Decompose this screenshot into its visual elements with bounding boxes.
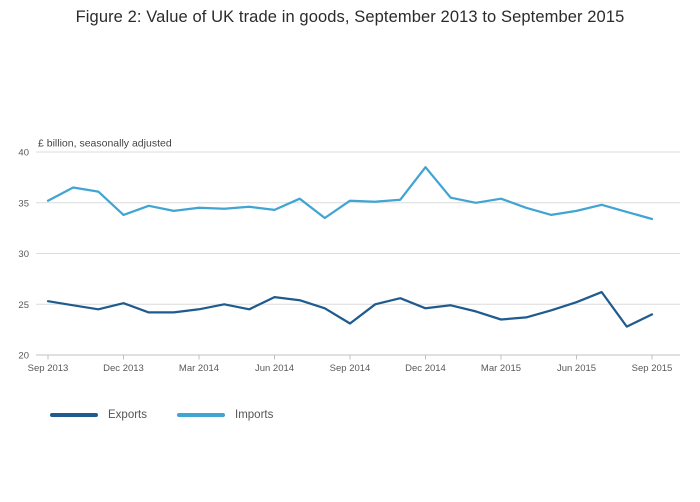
x-axis-label: Jun 2015 <box>557 363 596 374</box>
legend-label-imports: Imports <box>235 409 274 421</box>
x-axis-label: Mar 2015 <box>481 363 521 374</box>
axis-unit-label: £ billion, seasonally adjusted <box>38 138 172 150</box>
legend: Exports Imports <box>50 409 273 421</box>
series-line-imports <box>46 166 654 221</box>
legend-swatch-imports <box>177 413 225 417</box>
y-axis-label-35: 35 <box>18 198 29 209</box>
legend-item-imports: Imports <box>177 409 273 421</box>
y-axis-label-20: 20 <box>18 351 29 362</box>
series-line-exports <box>46 290 654 328</box>
y-axis-label-40: 40 <box>18 148 29 159</box>
x-axis-label: Sep 2015 <box>632 363 673 374</box>
legend-item-exports: Exports <box>50 409 147 421</box>
chart-canvas: 20 25 30 35 40 £ billion, seasonally adjusted… <box>18 138 680 374</box>
x-axis-label: Sep 2013 <box>28 363 69 374</box>
x-axis-label: Dec 2014 <box>405 363 446 374</box>
legend-label-exports: Exports <box>108 409 147 421</box>
x-axis-label: Mar 2014 <box>179 363 219 374</box>
y-axis-label-30: 30 <box>18 249 29 260</box>
y-axis-label-25: 25 <box>18 300 29 311</box>
x-axis-label: Dec 2013 <box>103 363 144 374</box>
x-axis-label: Sep 2014 <box>330 363 371 374</box>
x-axis-label: Jun 2014 <box>255 363 294 374</box>
chart-title: Figure 2: Value of UK trade in goods, Se… <box>75 8 625 26</box>
legend-swatch-exports <box>50 413 98 417</box>
